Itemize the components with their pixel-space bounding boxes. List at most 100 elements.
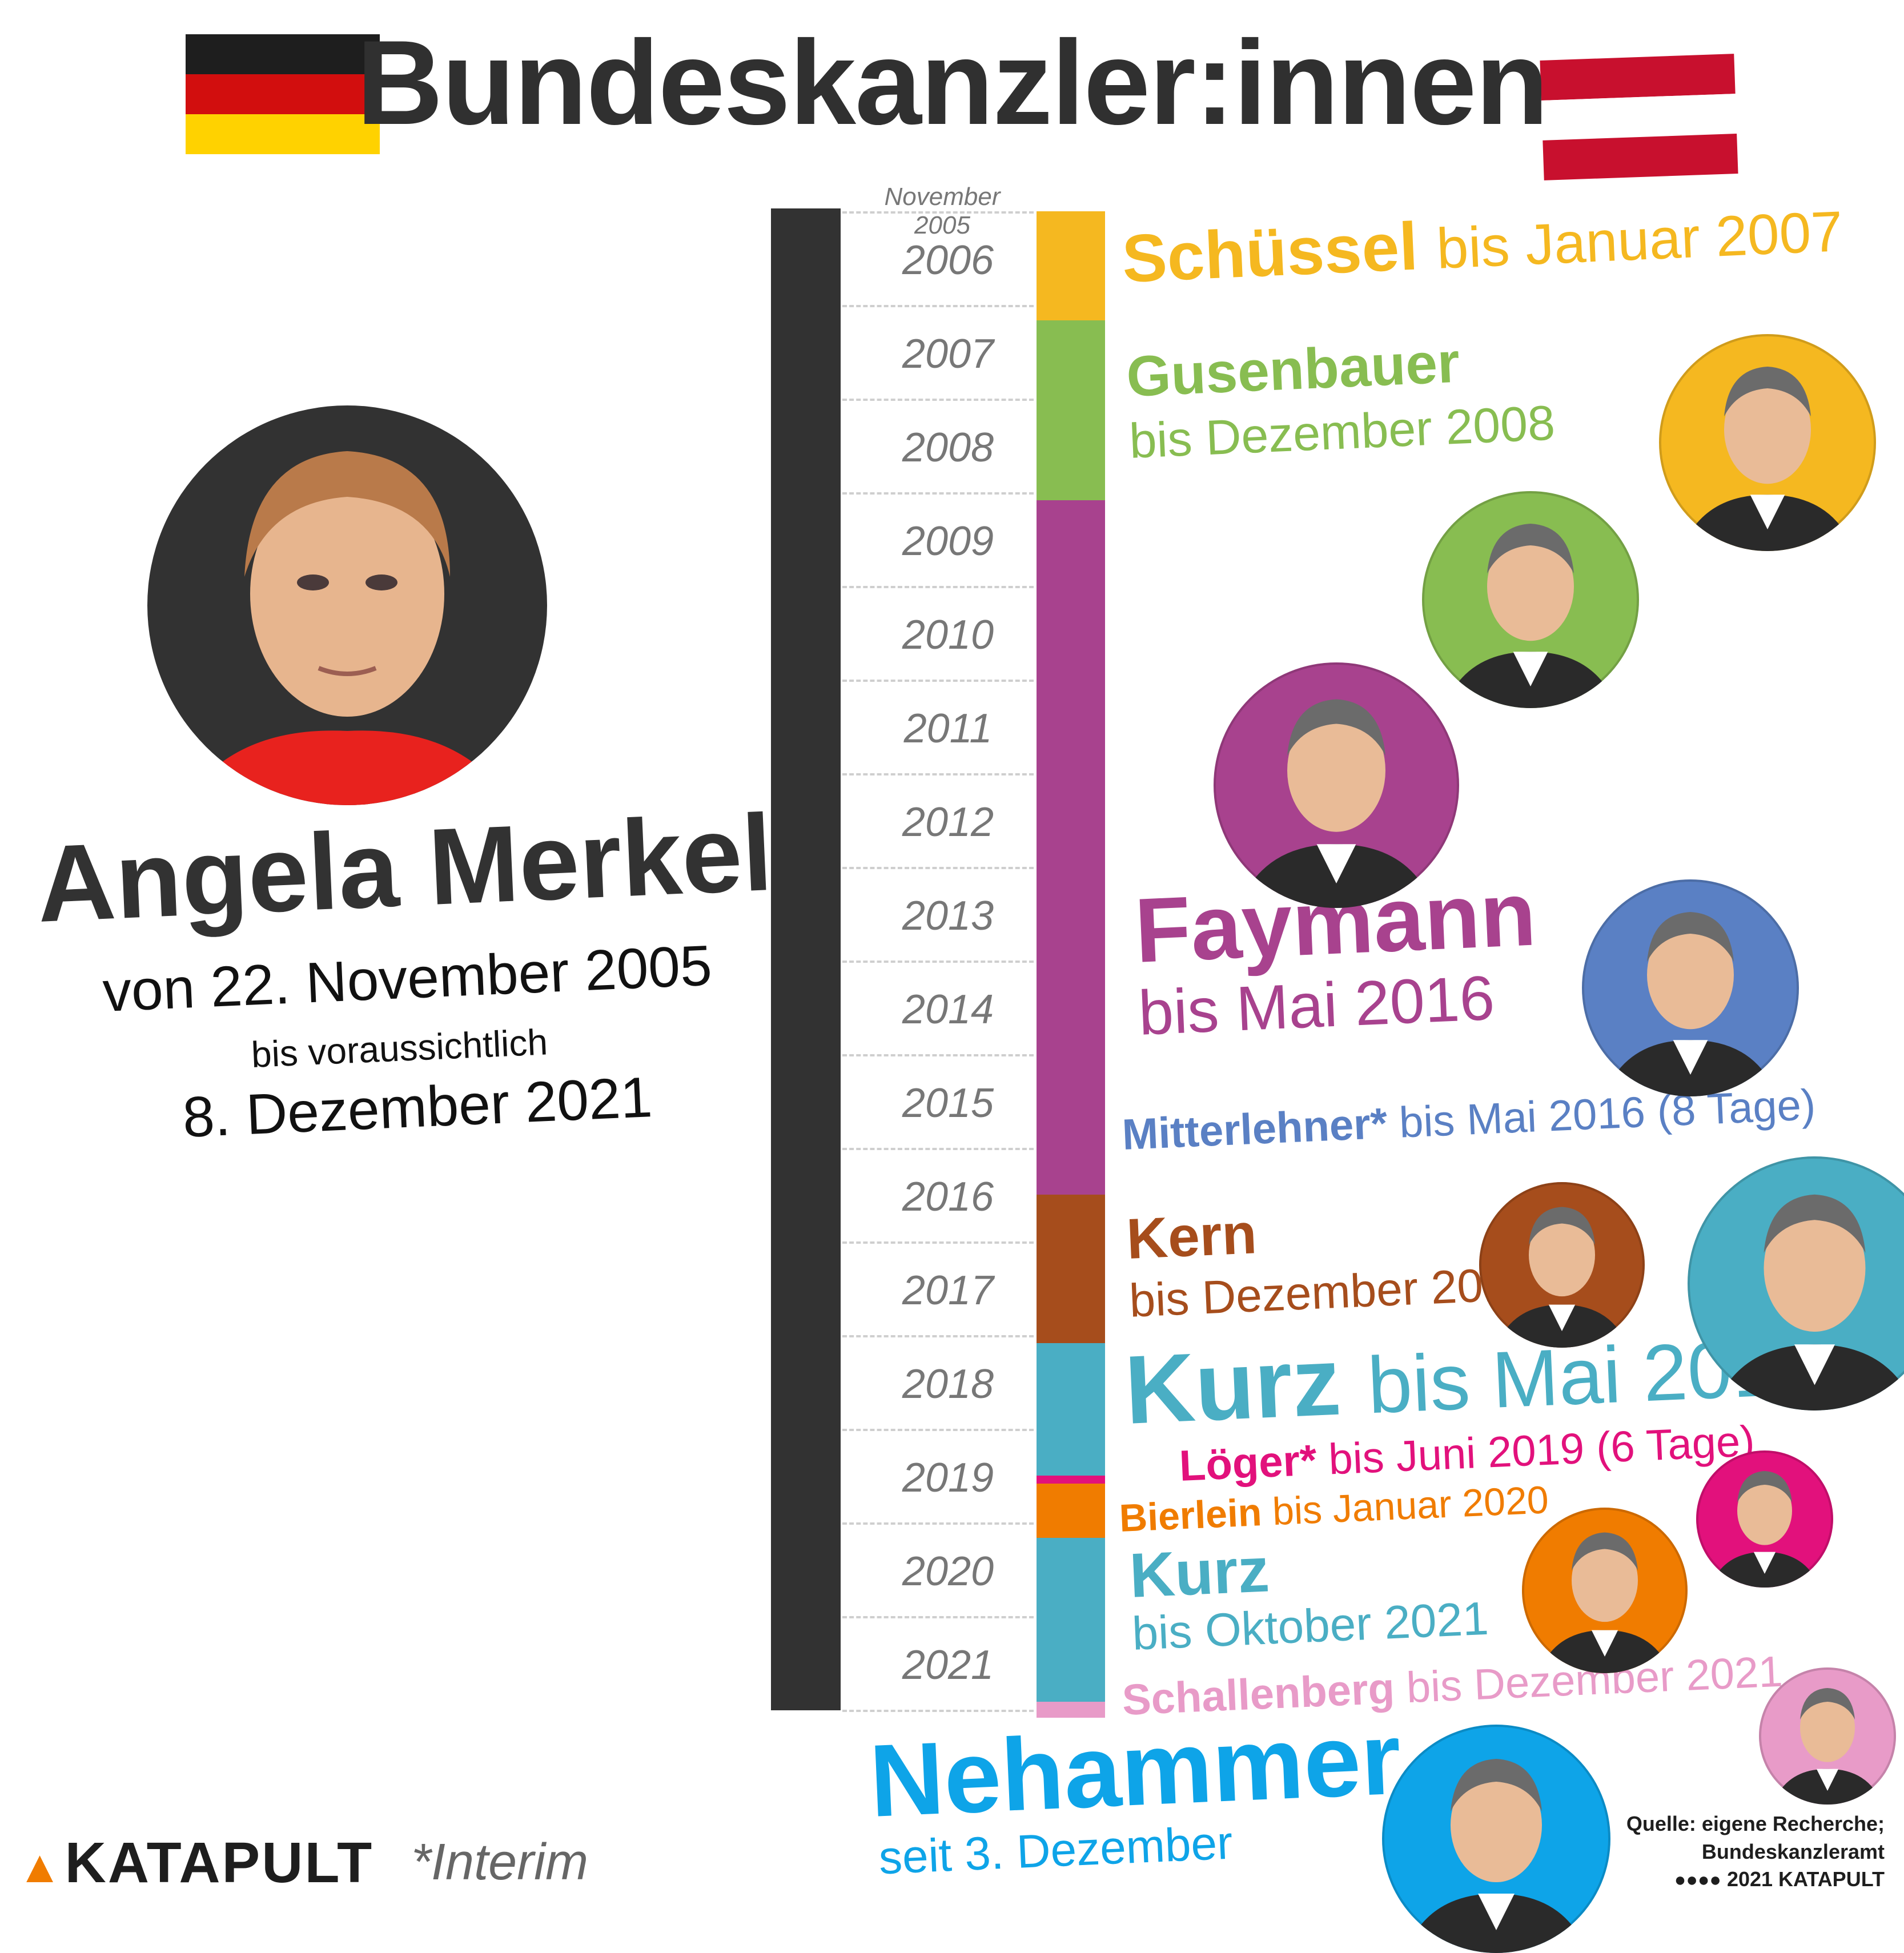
germany-flag <box>186 34 380 154</box>
year-label: 2015 <box>902 1080 994 1126</box>
person-icon <box>1681 367 1854 551</box>
year-label: 2017 <box>902 1268 994 1313</box>
year-label: 2020 <box>902 1549 994 1594</box>
interim-note: *Interim <box>411 1834 589 1891</box>
page-title: Bundeskanzler:innen <box>356 15 1549 150</box>
year-label: 2018 <box>902 1361 994 1407</box>
grid-line <box>842 586 1034 588</box>
year-label: 2009 <box>902 519 994 564</box>
portrait-schallenberg <box>1759 1667 1896 1805</box>
year-label: 2016 <box>902 1174 994 1220</box>
katapult-logo: ▲ KATAPULT <box>17 1830 373 1896</box>
brand-name: KATAPULT <box>65 1831 374 1895</box>
grid-line <box>842 211 1034 214</box>
person-icon <box>1444 524 1617 708</box>
grid-line <box>842 1148 1034 1150</box>
merkel-face-icon <box>182 451 513 805</box>
chancellor-period: bis Mai 2016 (8 Tage) <box>1398 1080 1817 1147</box>
chancellor-period: bis Dezember 2008 <box>1128 395 1556 469</box>
year-label: 2013 <box>902 893 994 939</box>
merkel-term-end: 8. Dezember 2021 <box>181 1065 654 1150</box>
merkel-term-note: bis voraussichtlich <box>250 1021 549 1075</box>
year-label: 2006 <box>902 238 994 283</box>
label-gusenbauer: Gusenbauer bis Dezember 2008 <box>1125 330 1556 469</box>
person-icon <box>1713 1194 1904 1410</box>
merkel-term-bar <box>771 208 841 1710</box>
source-line: Bundeskanzleramt <box>1701 1839 1885 1863</box>
term-bar-schallenberg <box>1037 1702 1105 1718</box>
grid-line <box>842 961 1034 963</box>
source-note: Quelle: eigene Recherche; Bundeskanzlera… <box>1542 1810 1885 1894</box>
grid-line <box>842 1241 1034 1244</box>
term-bar-kern <box>1037 1195 1105 1343</box>
person-icon <box>1710 1471 1819 1588</box>
person-icon <box>1539 1532 1671 1673</box>
portrait-gusenbauer <box>1422 491 1639 708</box>
merkel-name: Angela Merkel <box>34 791 775 945</box>
grid-line <box>842 1710 1034 1712</box>
year-label: 2010 <box>902 612 994 658</box>
term-bar-faymann <box>1037 500 1105 1195</box>
grid-line <box>842 773 1034 775</box>
portrait-kern <box>1479 1182 1645 1348</box>
chancellor-name: Kurz <box>1122 1327 1343 1445</box>
portrait-schuessel <box>1659 334 1876 551</box>
grid-line <box>842 305 1034 307</box>
flag-stripe <box>186 74 380 114</box>
year-label: 2014 <box>902 987 994 1032</box>
year-label: 2021 <box>902 1642 994 1688</box>
portrait-loeger <box>1696 1450 1833 1588</box>
chancellor-period: bis Mai 2016 <box>1137 962 1496 1048</box>
grid-line <box>842 1429 1034 1431</box>
portrait-kurz1 <box>1688 1156 1904 1410</box>
term-bar-kurz <box>1037 1538 1105 1702</box>
chancellor-period: bis Dezember 2017 <box>1128 1257 1536 1327</box>
chancellor-name: Nehammer <box>867 1701 1404 1839</box>
flag-stripe <box>186 114 380 154</box>
license-line: ●●●● 2021 KATAPULT <box>1674 1867 1885 1891</box>
person-icon <box>1496 1207 1628 1348</box>
person-icon <box>1773 1688 1882 1805</box>
person-icon <box>1238 699 1435 908</box>
label-kurz-2: Kurz bis Oktober 2021 <box>1128 1529 1489 1659</box>
grid-line <box>842 1054 1034 1056</box>
label-schuessel: Schüssel bis Januar 2007 <box>1120 194 1845 297</box>
flag-stripe <box>186 34 380 74</box>
year-label: 2019 <box>902 1455 994 1501</box>
timeline-start-label: November 2005 <box>884 183 1001 239</box>
chancellor-name: Kern <box>1125 1201 1258 1271</box>
chancellor-name: Gusenbauer <box>1125 330 1461 409</box>
term-bar-schüssel <box>1037 211 1105 321</box>
label-mitterlehner: Mitterlehner* bis Mai 2016 (8 Tage) <box>1121 1080 1817 1159</box>
merkel-portrait <box>147 405 547 805</box>
cc-license-icon: ●●●● <box>1674 1869 1721 1891</box>
grid-line <box>842 399 1034 401</box>
label-kern: Kern bis Dezember 2017 <box>1125 1193 1536 1327</box>
chancellor-name: Mitterlehner* <box>1121 1099 1388 1159</box>
portrait-mitterlehner <box>1582 879 1799 1096</box>
chancellor-name: Schüssel <box>1120 208 1420 297</box>
merkel-term-start: von 22. November 2005 <box>101 933 713 1024</box>
chancellor-period: bis Januar 2020 <box>1271 1478 1550 1534</box>
term-bar-kurz <box>1037 1343 1105 1476</box>
term-bar-löger <box>1037 1476 1105 1484</box>
year-label: 2007 <box>902 331 994 377</box>
term-bar-bierlein <box>1037 1483 1105 1538</box>
grid-line <box>842 492 1034 495</box>
chancellor-period: bis Januar 2007 <box>1435 199 1845 281</box>
year-label: 2012 <box>902 799 994 845</box>
grid-line <box>842 1616 1034 1618</box>
label-nehammer: Nehammer seit 3. Dezember <box>867 1701 1405 1884</box>
term-bar-gusenbauer <box>1037 320 1105 500</box>
grid-line <box>842 680 1034 682</box>
grid-line <box>842 867 1034 869</box>
year-label: 2011 <box>903 706 993 752</box>
portrait-faymann <box>1214 662 1459 908</box>
portrait-bierlein <box>1522 1508 1688 1673</box>
grid-line <box>842 1335 1034 1337</box>
person-icon <box>1604 912 1777 1096</box>
year-label: 2008 <box>902 425 994 471</box>
flame-icon: ▲ <box>17 1841 63 1892</box>
source-line: Quelle: eigene Recherche; <box>1626 1812 1885 1835</box>
chancellor-name: Bierlein <box>1118 1490 1263 1540</box>
